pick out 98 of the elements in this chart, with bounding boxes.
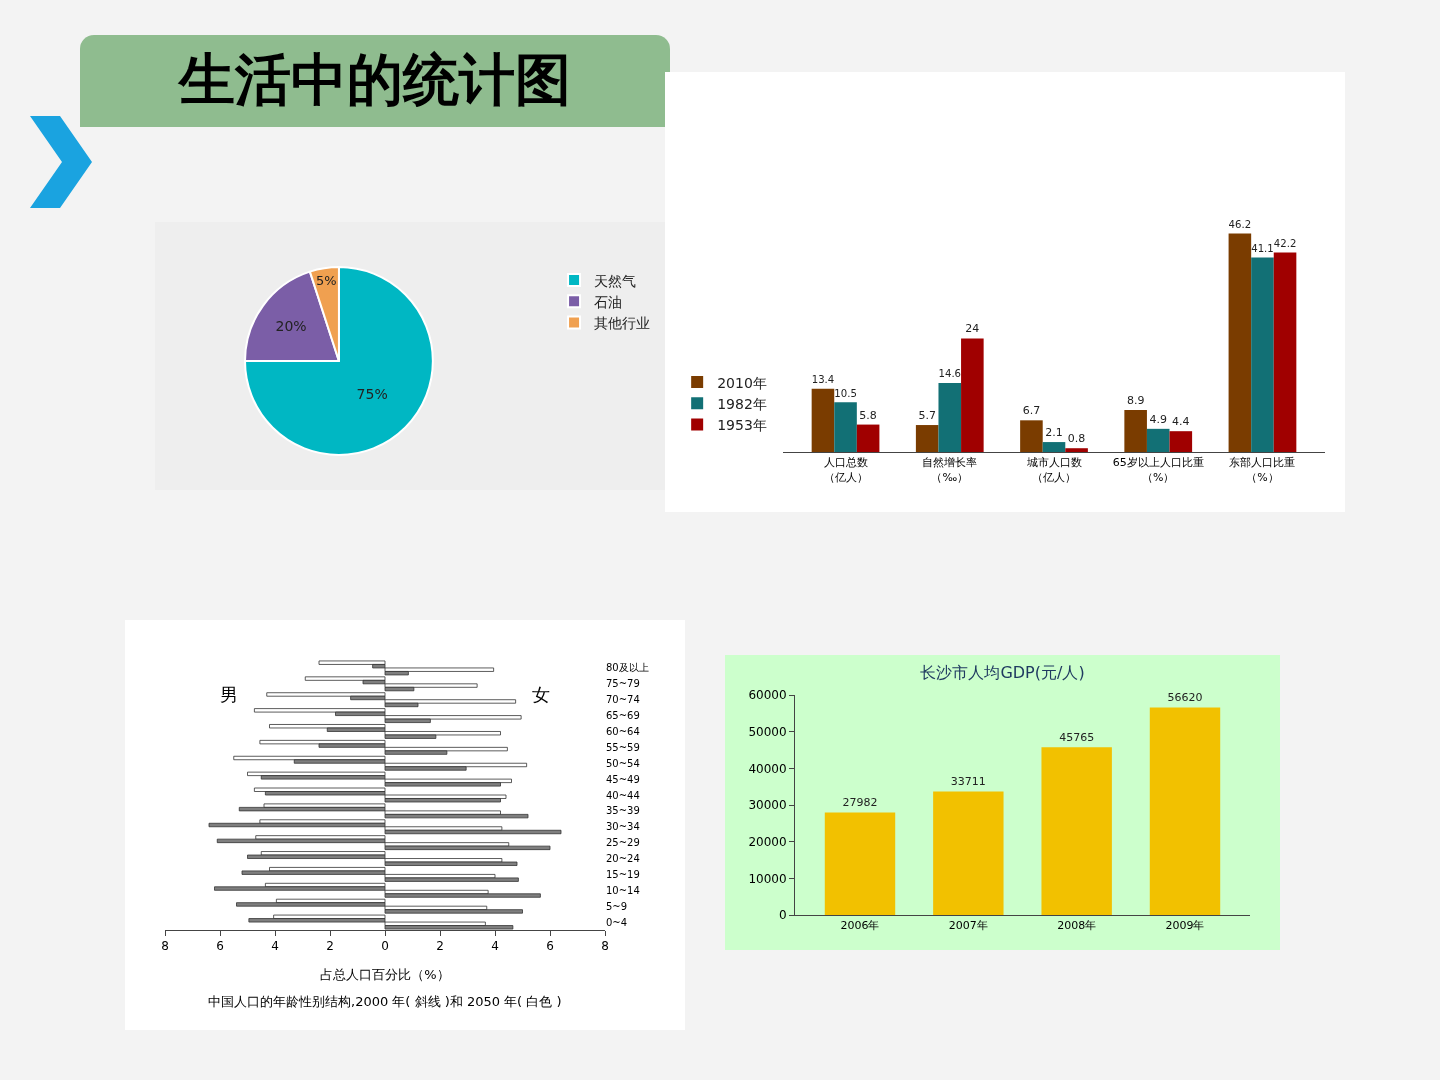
y-tick-label: 35~39 xyxy=(606,805,640,817)
chart-title: 长沙市人均GDP(元/人) xyxy=(920,663,1085,682)
bar xyxy=(1273,252,1297,452)
data-label: 6.7 xyxy=(1022,404,1041,418)
y-tick-label: 45~49 xyxy=(606,773,640,785)
bar xyxy=(824,812,896,915)
x-tick-label: 2006年 xyxy=(840,919,880,933)
x-tick-label: 2 xyxy=(326,939,334,954)
bar xyxy=(1041,747,1112,915)
data-label: 45765 xyxy=(1059,731,1095,745)
data-label: 24 xyxy=(965,322,980,336)
legend-label: 其他行业 xyxy=(594,314,651,331)
bar xyxy=(384,925,514,930)
y-tick-label: 40~44 xyxy=(606,789,640,801)
legend-label: 1982年 xyxy=(717,395,767,412)
data-label: 41.1 xyxy=(1251,242,1274,254)
x-tick-label: 城市人口数（亿人） xyxy=(1025,456,1082,484)
pie-slice xyxy=(244,266,434,456)
data-label: 46.2 xyxy=(1228,218,1252,230)
y-tick-label: 5~9 xyxy=(606,900,628,912)
chart-title: 生活中的统计图 xyxy=(80,35,670,127)
x-tick-label: 8 xyxy=(601,939,609,954)
y-tick-label: 20000 xyxy=(748,834,787,849)
x-tick-label: 2 xyxy=(436,939,444,954)
data-label: 75% xyxy=(356,386,388,403)
y-tick-label: 10~14 xyxy=(606,884,640,896)
annotation: 男 xyxy=(220,684,238,705)
legend-label: 石油 xyxy=(594,293,623,310)
legend-label: 天然气 xyxy=(594,272,637,289)
y-tick-label: 30~34 xyxy=(606,821,640,833)
bar xyxy=(1251,257,1274,452)
bar xyxy=(1146,428,1170,452)
y-tick-label: 10000 xyxy=(748,871,787,886)
data-label: 5% xyxy=(315,273,337,289)
data-label: 56620 xyxy=(1167,691,1203,705)
y-tick-label: 80及以上 xyxy=(606,662,649,674)
bar xyxy=(1169,431,1193,452)
data-label: 20% xyxy=(275,318,307,335)
x-tick-label: 2008年 xyxy=(1057,919,1097,933)
data-label: 27982 xyxy=(842,796,878,810)
x-tick-label: 东部人口比重（%） xyxy=(1229,456,1296,484)
x-tick-label: 自然增长率（‰） xyxy=(922,456,978,484)
y-tick-label: 55~59 xyxy=(606,741,640,753)
y-tick-label: 40000 xyxy=(748,761,787,776)
bar xyxy=(915,425,939,452)
bar xyxy=(1228,233,1252,452)
data-label: 33711 xyxy=(950,775,986,789)
data-label: 0.8 xyxy=(1067,432,1086,446)
x-tick-label: 2007年 xyxy=(948,919,988,933)
y-tick-label: 15~19 xyxy=(606,868,640,880)
bar xyxy=(1042,442,1066,452)
bar xyxy=(961,338,984,452)
data-label: 2.1 xyxy=(1045,426,1063,440)
data-label: 42.2 xyxy=(1273,237,1297,249)
y-tick-label: 70~74 xyxy=(606,694,640,706)
text: 中国人口的年龄性别结构,2000 年( 斜线 )和 2050 年( 白色 ) xyxy=(208,994,562,1009)
data-label: 5.8 xyxy=(859,408,877,422)
x-tick-label: 4 xyxy=(491,939,499,954)
y-tick-label: 50~54 xyxy=(606,757,640,769)
y-tick-label: 65~69 xyxy=(606,710,640,722)
x-tick-label: 6 xyxy=(216,939,224,954)
annotation: 女 xyxy=(532,684,550,705)
data-label: 8.9 xyxy=(1126,393,1145,407)
y-tick-label: 30000 xyxy=(748,798,787,813)
bar xyxy=(1020,420,1043,452)
data-label: 4.9 xyxy=(1149,412,1167,426)
data-label: 5.7 xyxy=(918,409,936,423)
bar xyxy=(1149,707,1221,915)
x-tick-label: 0 xyxy=(381,939,389,954)
data-label: 10.5 xyxy=(834,387,857,399)
bar xyxy=(318,660,386,665)
x-tick-label: 65岁以上人口比重（%） xyxy=(1112,456,1204,484)
y-tick-label: 60000 xyxy=(748,688,787,703)
bar xyxy=(856,424,880,452)
bar xyxy=(933,791,1004,915)
data-label: 13.4 xyxy=(811,373,835,385)
y-tick-label: 60~64 xyxy=(606,725,640,737)
bar xyxy=(1124,409,1147,452)
y-tick-label: 25~29 xyxy=(606,837,640,849)
x-axis-title: 占总人口百分比（%） xyxy=(320,967,450,982)
x-tick-label: 8 xyxy=(161,939,169,954)
x-tick-label: 6 xyxy=(546,939,554,954)
bar xyxy=(1065,448,1088,452)
data-label: 14.6 xyxy=(938,368,962,380)
y-tick-label: 0 xyxy=(778,908,787,923)
y-tick-label: 75~79 xyxy=(606,678,640,690)
bar xyxy=(811,388,835,452)
bar xyxy=(834,402,857,452)
data-label: 4.4 xyxy=(1172,415,1190,429)
x-tick-label: 2009年 xyxy=(1165,919,1205,933)
y-tick-label: 50000 xyxy=(748,724,787,739)
y-tick-label: 0~4 xyxy=(606,916,628,928)
y-tick-label: 20~24 xyxy=(606,853,640,865)
x-tick-label: 4 xyxy=(271,939,279,954)
legend-label: 1953年 xyxy=(717,416,767,433)
bar xyxy=(938,382,962,452)
legend-label: 2010年 xyxy=(717,374,767,391)
x-tick-label: 人口总数（亿人） xyxy=(823,456,868,484)
